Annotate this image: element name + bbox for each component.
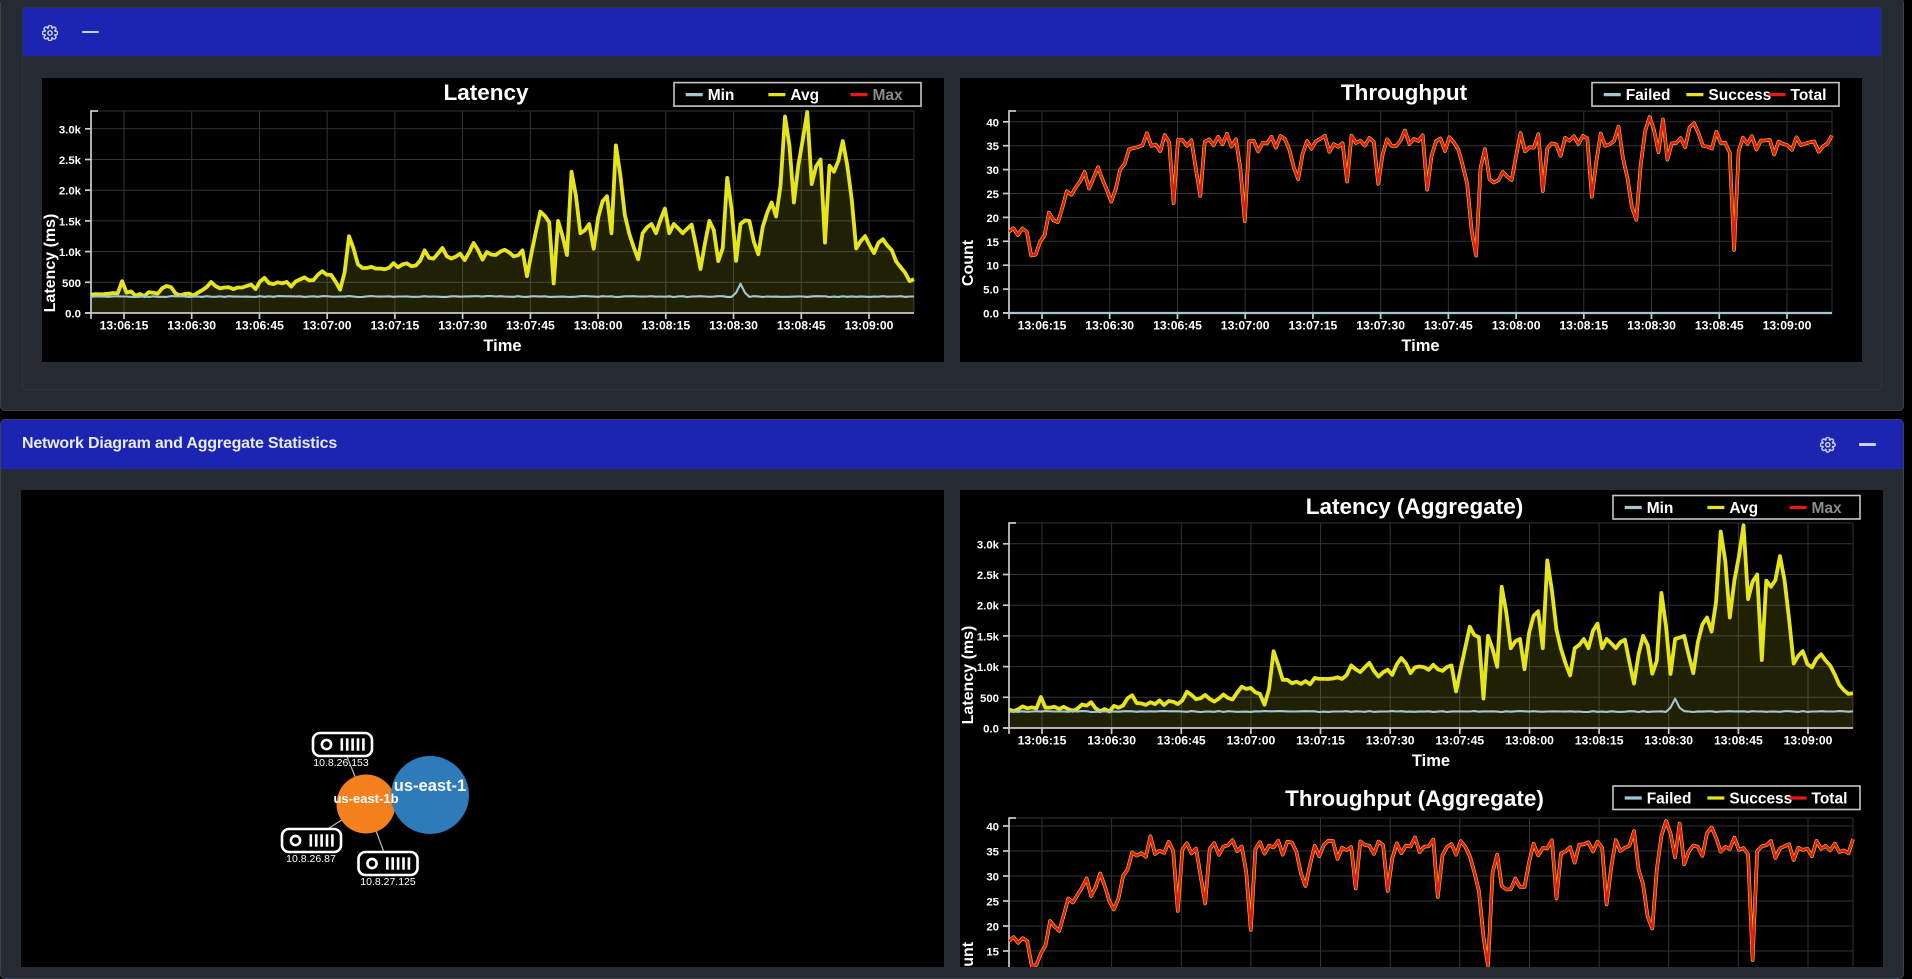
svg-text:13:07:15: 13:07:15 xyxy=(371,319,420,333)
svg-text:13:06:45: 13:06:45 xyxy=(1157,734,1206,748)
svg-text:13:07:15: 13:07:15 xyxy=(1296,734,1345,748)
svg-text:13:06:15: 13:06:15 xyxy=(1018,319,1067,333)
svg-text:20: 20 xyxy=(986,922,999,934)
svg-text:13:07:30: 13:07:30 xyxy=(1356,319,1405,333)
svg-text:40: 40 xyxy=(986,117,999,129)
svg-text:30: 30 xyxy=(986,872,999,884)
svg-text:Avg: Avg xyxy=(1729,500,1758,517)
svg-text:10.8.27.125: 10.8.27.125 xyxy=(360,876,416,888)
svg-text:13:09:00: 13:09:00 xyxy=(845,319,894,333)
svg-text:Latency (Aggregate): Latency (Aggregate) xyxy=(1306,494,1524,519)
svg-text:500: 500 xyxy=(980,693,999,705)
svg-text:40: 40 xyxy=(986,822,999,834)
svg-text:13:07:45: 13:07:45 xyxy=(1435,734,1484,748)
svg-text:35: 35 xyxy=(986,847,999,859)
svg-text:Time: Time xyxy=(483,337,521,355)
svg-text:13:09:00: 13:09:00 xyxy=(1763,319,1812,333)
svg-text:13:07:00: 13:07:00 xyxy=(1227,734,1276,748)
svg-text:1.0k: 1.0k xyxy=(977,662,1000,674)
svg-text:5.0: 5.0 xyxy=(983,285,999,297)
svg-text:25: 25 xyxy=(986,189,999,201)
svg-text:2.0k: 2.0k xyxy=(59,186,82,198)
svg-text:13:08:30: 13:08:30 xyxy=(709,319,758,333)
svg-text:Count: Count xyxy=(960,941,977,967)
svg-text:1.0k: 1.0k xyxy=(59,247,82,259)
svg-text:13:08:30: 13:08:30 xyxy=(1627,319,1676,333)
svg-text:13:07:30: 13:07:30 xyxy=(438,319,487,333)
svg-text:25: 25 xyxy=(986,897,999,909)
svg-text:15: 15 xyxy=(986,237,999,249)
svg-text:3.0k: 3.0k xyxy=(59,124,82,136)
svg-text:10.8.26.153: 10.8.26.153 xyxy=(313,757,369,769)
svg-text:Min: Min xyxy=(708,87,735,104)
svg-text:0.0: 0.0 xyxy=(983,724,999,736)
svg-text:13:06:30: 13:06:30 xyxy=(167,319,216,333)
svg-text:3.0k: 3.0k xyxy=(977,539,1000,551)
svg-text:13:07:45: 13:07:45 xyxy=(1424,319,1473,333)
svg-text:13:07:45: 13:07:45 xyxy=(506,319,555,333)
svg-text:2.5k: 2.5k xyxy=(59,155,82,167)
svg-text:13:06:30: 13:06:30 xyxy=(1085,319,1134,333)
svg-text:13:08:15: 13:08:15 xyxy=(1575,734,1624,748)
svg-text:13:06:15: 13:06:15 xyxy=(1018,734,1067,748)
svg-text:10.8.26.87: 10.8.26.87 xyxy=(286,853,336,865)
svg-text:13:08:00: 13:08:00 xyxy=(574,319,623,333)
svg-text:Total: Total xyxy=(1812,791,1848,808)
svg-text:13:07:00: 13:07:00 xyxy=(303,319,352,333)
svg-text:Success: Success xyxy=(1708,87,1771,104)
svg-text:0.0: 0.0 xyxy=(983,309,999,321)
svg-text:13:06:15: 13:06:15 xyxy=(100,319,149,333)
svg-text:13:08:45: 13:08:45 xyxy=(1714,734,1763,748)
svg-text:13:06:45: 13:06:45 xyxy=(235,319,284,333)
svg-text:500: 500 xyxy=(62,278,81,290)
svg-text:Max: Max xyxy=(1812,500,1843,517)
svg-text:Latency: Latency xyxy=(443,80,529,105)
svg-text:1.5k: 1.5k xyxy=(977,631,1000,643)
svg-text:us-east-1: us-east-1 xyxy=(394,777,466,795)
svg-text:13:07:15: 13:07:15 xyxy=(1289,319,1338,333)
svg-text:13:08:45: 13:08:45 xyxy=(777,319,826,333)
svg-text:30: 30 xyxy=(986,165,999,177)
svg-text:15: 15 xyxy=(986,947,999,959)
svg-text:Time: Time xyxy=(1401,337,1439,355)
svg-text:13:08:15: 13:08:15 xyxy=(1559,319,1608,333)
svg-text:13:08:30: 13:08:30 xyxy=(1644,734,1693,748)
svg-text:13:06:30: 13:06:30 xyxy=(1087,734,1136,748)
svg-text:Throughput (Aggregate): Throughput (Aggregate) xyxy=(1285,786,1544,811)
svg-text:Total: Total xyxy=(1791,87,1827,104)
svg-text:13:07:30: 13:07:30 xyxy=(1366,734,1415,748)
svg-text:us-east-1b: us-east-1b xyxy=(333,791,398,806)
svg-text:Latency (ms): Latency (ms) xyxy=(960,626,977,725)
svg-text:Failed: Failed xyxy=(1626,87,1671,104)
svg-text:13:07:00: 13:07:00 xyxy=(1221,319,1270,333)
svg-text:0.0: 0.0 xyxy=(65,309,81,321)
svg-text:13:09:00: 13:09:00 xyxy=(1784,734,1833,748)
svg-text:13:08:00: 13:08:00 xyxy=(1492,319,1541,333)
svg-text:13:08:45: 13:08:45 xyxy=(1695,319,1744,333)
svg-text:2.5k: 2.5k xyxy=(977,570,1000,582)
svg-text:Count: Count xyxy=(960,239,977,286)
svg-text:20: 20 xyxy=(986,213,999,225)
svg-text:35: 35 xyxy=(986,141,999,153)
svg-text:Throughput: Throughput xyxy=(1341,80,1468,105)
svg-text:13:08:00: 13:08:00 xyxy=(1505,734,1554,748)
svg-text:1.5k: 1.5k xyxy=(59,216,82,228)
svg-text:13:06:45: 13:06:45 xyxy=(1153,319,1202,333)
svg-text:Min: Min xyxy=(1647,500,1674,517)
svg-text:Failed: Failed xyxy=(1647,791,1692,808)
svg-text:Max: Max xyxy=(873,87,904,104)
svg-text:2.0k: 2.0k xyxy=(977,601,1000,613)
svg-text:Latency (ms): Latency (ms) xyxy=(42,214,59,313)
svg-text:Time: Time xyxy=(1412,752,1450,770)
svg-text:Success: Success xyxy=(1729,791,1792,808)
svg-text:Avg: Avg xyxy=(790,87,819,104)
svg-text:10: 10 xyxy=(986,261,999,273)
svg-text:13:08:15: 13:08:15 xyxy=(641,319,690,333)
